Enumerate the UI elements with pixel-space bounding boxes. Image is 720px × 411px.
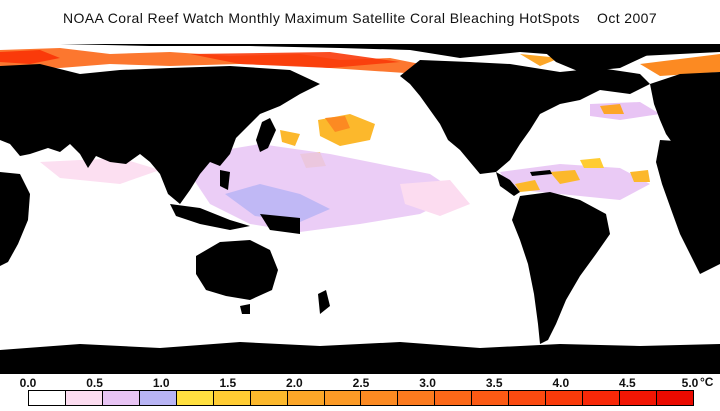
tick-label: 4.0 (552, 376, 570, 390)
tick-label: 0.0 (19, 376, 37, 390)
map-canvas (0, 44, 720, 374)
colorbar (28, 390, 694, 406)
colorbar-segment (546, 391, 584, 405)
colorbar-segment (509, 391, 547, 405)
tick-label: 1.0 (152, 376, 170, 390)
colorbar-segment (250, 391, 288, 405)
tick-label: 2.0 (286, 376, 303, 390)
colorbar-segment (139, 391, 177, 405)
colorbar-segment (176, 391, 214, 405)
colorbar-segment (213, 391, 251, 405)
map-title: NOAA Coral Reef Watch Monthly Maximum Sa… (62, 10, 658, 26)
colorbar-segment (29, 391, 66, 405)
world-hotspot-map (0, 44, 720, 374)
tick-label: 4.5 (619, 376, 636, 390)
tick-label: 1.5 (219, 376, 237, 390)
hotspot-patches (0, 48, 720, 232)
colorbar-segment (656, 391, 693, 405)
unit-label: °C (700, 375, 714, 389)
colorbar-segment (398, 391, 436, 405)
land-masses (0, 44, 720, 374)
tick-label: 2.5 (352, 376, 370, 390)
tick-label: 3.5 (485, 376, 503, 390)
colorbar-segment (620, 391, 657, 405)
colorbar-segment (435, 391, 473, 405)
colorbar-tick-labels: 0.0 0.5 1.0 1.5 2.0 2.5 3.0 3.5 4.0 4.5 … (0, 375, 720, 392)
colorbar-segment (287, 391, 325, 405)
colorbar-segment (324, 391, 362, 405)
tick-label: 3.0 (419, 376, 436, 390)
colorbar-segment (65, 391, 103, 405)
colorbar-segment (583, 391, 620, 405)
colorbar-segment (361, 391, 399, 405)
tick-label: 0.5 (86, 376, 103, 390)
tick-label: 5.0 (681, 376, 699, 390)
colorbar-segment (472, 391, 510, 405)
colorbar-segment (102, 391, 140, 405)
